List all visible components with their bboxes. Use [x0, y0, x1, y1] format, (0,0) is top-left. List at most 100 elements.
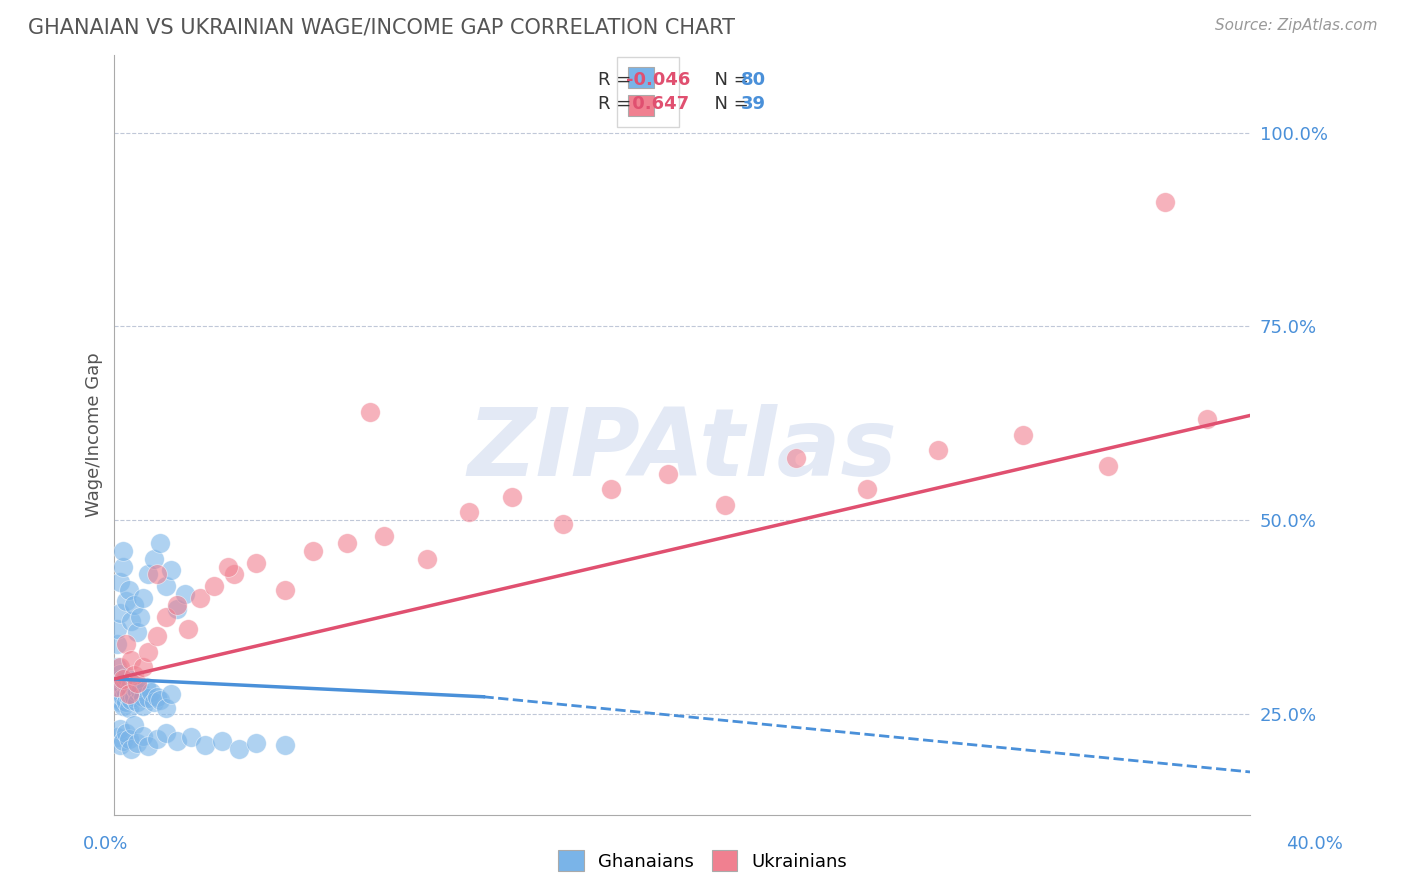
Text: R =: R = — [598, 95, 637, 113]
Point — [117, 681, 139, 696]
Point — [141, 685, 163, 699]
Point — [132, 591, 155, 605]
Point — [138, 567, 160, 582]
Point — [105, 622, 128, 636]
Point — [127, 685, 149, 699]
Point — [132, 699, 155, 714]
Point — [143, 551, 166, 566]
Point — [105, 675, 128, 690]
Point — [501, 490, 523, 504]
Text: 39: 39 — [741, 95, 766, 113]
Text: 40.0%: 40.0% — [1286, 835, 1343, 853]
Point — [124, 690, 146, 704]
Point — [1197, 412, 1219, 426]
Point — [105, 691, 128, 706]
Point — [160, 688, 183, 702]
Point — [146, 731, 169, 746]
Text: -0.046: -0.046 — [626, 71, 690, 89]
Point — [146, 629, 169, 643]
Point — [108, 738, 131, 752]
Point — [117, 731, 139, 746]
Point — [1153, 195, 1175, 210]
Point — [114, 695, 136, 709]
Text: R =: R = — [598, 71, 637, 89]
Point — [132, 690, 155, 704]
Point — [111, 680, 134, 694]
Point — [105, 680, 128, 694]
Point — [108, 683, 131, 698]
Point — [155, 610, 177, 624]
Point — [146, 567, 169, 582]
Text: 0.647: 0.647 — [626, 95, 689, 113]
Point — [108, 666, 131, 681]
Point — [108, 606, 131, 620]
Point — [166, 602, 188, 616]
Point — [117, 582, 139, 597]
Y-axis label: Wage/Income Gap: Wage/Income Gap — [86, 352, 103, 517]
Point — [114, 670, 136, 684]
Point — [111, 559, 134, 574]
Point — [149, 536, 172, 550]
Text: 80: 80 — [741, 71, 766, 89]
Point — [127, 736, 149, 750]
Point — [120, 687, 142, 701]
Point — [194, 738, 217, 752]
Point — [117, 688, 139, 702]
Point — [188, 591, 211, 605]
Point — [336, 536, 359, 550]
Point — [202, 579, 225, 593]
Point — [211, 734, 233, 748]
Point — [120, 614, 142, 628]
Point — [155, 700, 177, 714]
Point — [177, 622, 200, 636]
Point — [149, 693, 172, 707]
Point — [274, 738, 297, 752]
Legend: , : , — [617, 56, 679, 128]
Point — [117, 700, 139, 714]
Point — [714, 498, 737, 512]
Point — [302, 544, 325, 558]
Point — [124, 599, 146, 613]
Point — [160, 564, 183, 578]
Point — [111, 685, 134, 699]
Point — [274, 582, 297, 597]
Point — [108, 693, 131, 707]
Point — [174, 587, 197, 601]
Point — [359, 404, 381, 418]
Point — [855, 482, 877, 496]
Point — [127, 675, 149, 690]
Point — [166, 734, 188, 748]
Point — [111, 690, 134, 704]
Text: 0.0%: 0.0% — [83, 835, 128, 853]
Point — [111, 672, 134, 686]
Point — [120, 693, 142, 707]
Point — [138, 645, 160, 659]
Point — [129, 610, 152, 624]
Point — [124, 668, 146, 682]
Point — [114, 677, 136, 691]
Point — [785, 451, 807, 466]
Point — [111, 699, 134, 714]
Point — [245, 556, 267, 570]
Point — [132, 729, 155, 743]
Point — [120, 741, 142, 756]
Point — [657, 467, 679, 481]
Point — [180, 730, 202, 744]
Point — [114, 688, 136, 702]
Point — [114, 594, 136, 608]
Point — [108, 672, 131, 686]
Point — [120, 652, 142, 666]
Point — [117, 691, 139, 706]
Point — [217, 559, 239, 574]
Point — [127, 625, 149, 640]
Point — [114, 637, 136, 651]
Legend: Ghanaians, Ukrainians: Ghanaians, Ukrainians — [551, 843, 855, 879]
Point — [155, 726, 177, 740]
Point — [124, 680, 146, 694]
Point — [111, 674, 134, 689]
Point — [1097, 458, 1119, 473]
Point — [166, 599, 188, 613]
Point — [143, 695, 166, 709]
Point — [138, 691, 160, 706]
Point — [600, 482, 623, 496]
